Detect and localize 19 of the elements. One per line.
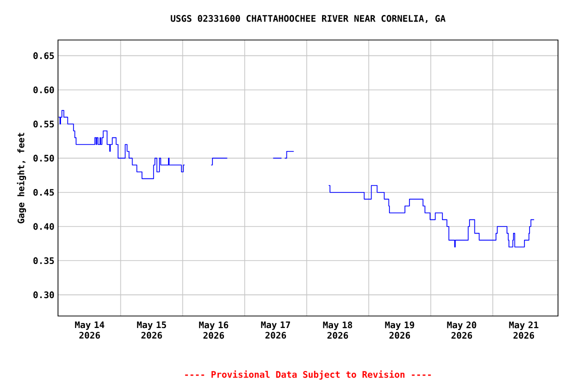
x-tick-label: May 17 2026 (261, 322, 290, 339)
chart-title: USGS 02331600 CHATTAHOOCHEE RIVER NEAR CORNELIA, GA (170, 15, 446, 23)
y-axis-title: Gage height, feet (16, 132, 26, 224)
y-tick-label: 0.40 (33, 223, 54, 230)
y-tick-label: 0.50 (33, 154, 54, 162)
y-tick-label: 0.45 (33, 188, 54, 196)
x-tick-label: May 20 2026 (447, 322, 476, 339)
text: ---- Provisional Data Subject to Revision ---- (185, 370, 431, 380)
x-tick-label: May 19 2026 (385, 322, 414, 339)
x-tick-label: May 21 2026 (509, 322, 538, 339)
x-tick-label: May 14 2026 (75, 322, 104, 339)
x-tick-label: May 16 2026 (199, 322, 228, 339)
y-tick-label: 0.55 (33, 120, 54, 128)
y-tick-label: 0.35 (33, 257, 54, 264)
x-tick-label: May 18 2026 (323, 322, 352, 339)
y-tick-label: 0.60 (33, 86, 54, 94)
y-tick-label: 0.65 (33, 52, 54, 60)
y-tick-label: 0.30 (33, 291, 54, 298)
x-tick-label: May 15 2026 (137, 322, 166, 339)
